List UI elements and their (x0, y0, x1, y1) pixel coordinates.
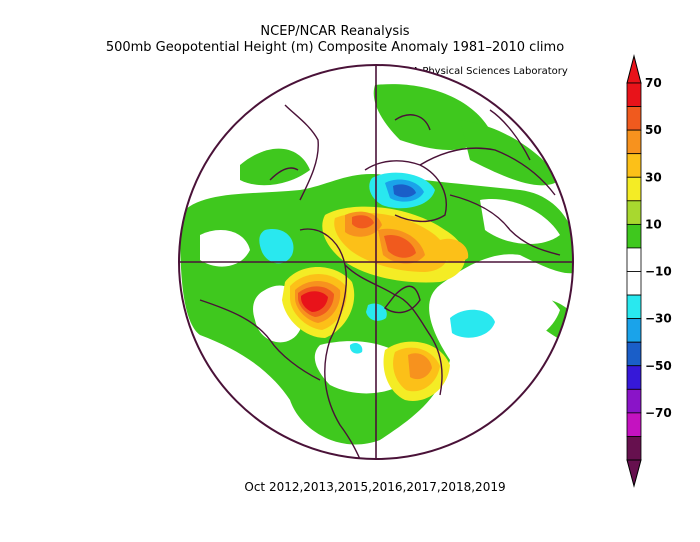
colorbar-swatch (626, 271, 642, 296)
credit-label: NOAA Physical Sciences Laboratory (390, 66, 568, 77)
colorbar-swatch (626, 153, 642, 178)
colorbar-swatch (626, 129, 642, 155)
colorbar-bottom-arrow (626, 459, 642, 488)
colorbar-swatch (626, 176, 642, 202)
composite-period-label: Oct 2012,2013,2015,2016,2017,2018,2019 (244, 480, 506, 494)
colorbar-tick-label: −30 (645, 312, 672, 326)
colorbar-swatch (626, 82, 642, 107)
colorbar-swatch (626, 106, 642, 131)
colorbar-tick-label: −10 (645, 265, 672, 279)
colorbar-tick-label: −50 (645, 359, 672, 373)
chart-subtitle: 500mb Geopotential Height (m) Composite … (105, 40, 565, 55)
colorbar-tick-label: 70 (645, 76, 662, 90)
colorbar-swatch (626, 247, 642, 272)
chart-title: NCEP/NCAR Reanalysis (260, 24, 410, 39)
colorbar-top-arrow (626, 54, 642, 84)
colorbar-swatch (626, 436, 642, 461)
colorbar-swatch (626, 223, 642, 249)
colorbar-tick-label: −70 (645, 406, 672, 420)
colorbar-swatch (626, 200, 642, 225)
colorbar-swatch (626, 341, 642, 367)
colorbar-tick-label: 30 (645, 170, 662, 184)
colorbar-swatch (626, 294, 642, 320)
colorbar-swatch (626, 318, 642, 343)
colorbar-tick-label: 10 (645, 217, 662, 231)
colorbar-tick-label: 50 (645, 123, 662, 137)
colorbar-swatch (626, 412, 642, 437)
colorbar-swatch (626, 365, 642, 390)
colorbar-swatch (626, 388, 642, 414)
